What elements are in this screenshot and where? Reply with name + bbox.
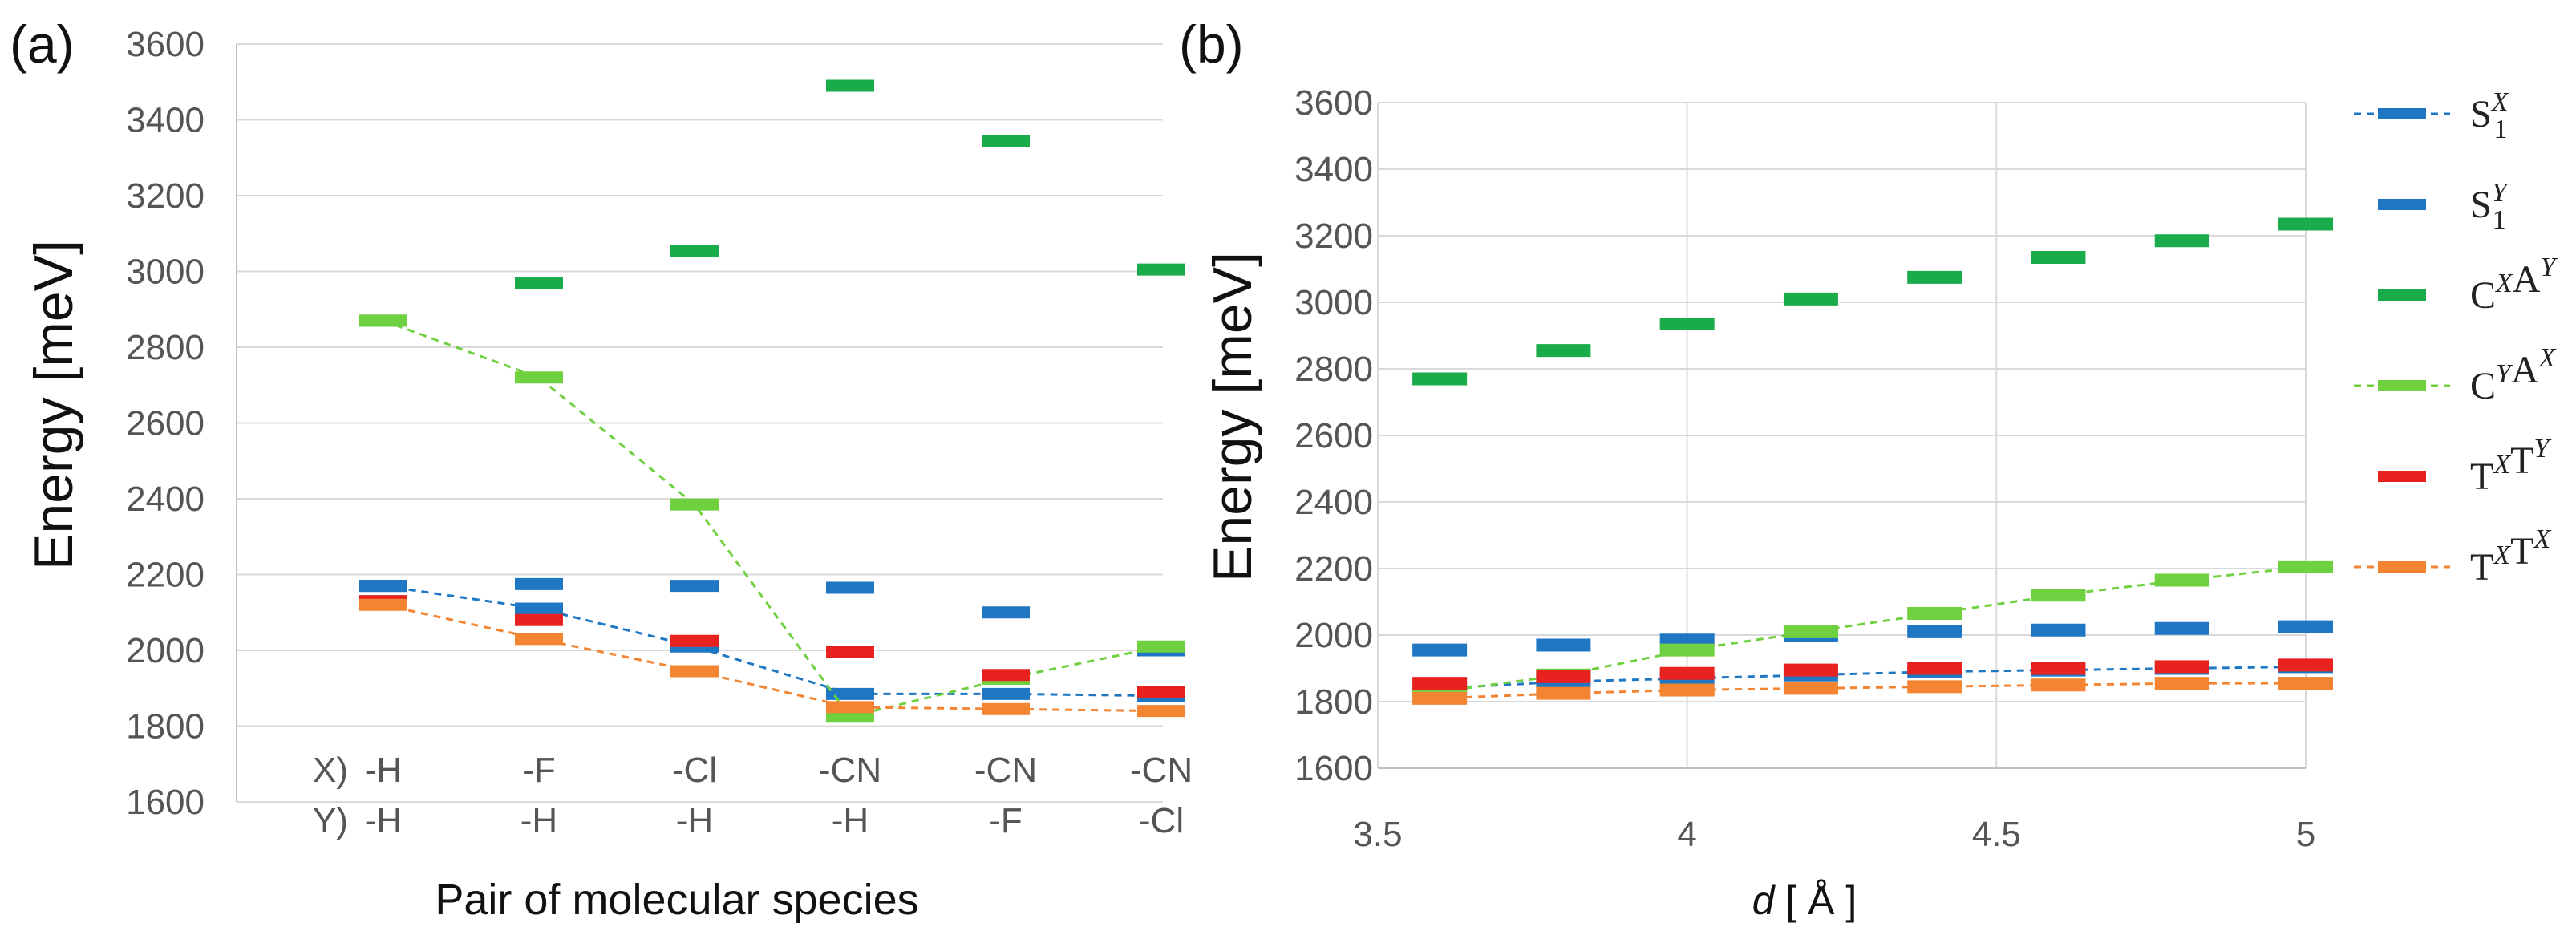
panel-a-y-tick-label: 2600 [126, 404, 205, 443]
legend-item-S1Y: SY 1 [2378, 178, 2509, 235]
legend-label: TXTX [2470, 524, 2551, 589]
panel-a-category-x-label: -CN [1130, 751, 1193, 790]
panel-a-y-tick-label: 1600 [126, 783, 205, 822]
panel-b-x-tick-label: 5 [2296, 815, 2315, 854]
panel-a-y-tick-label: 2800 [126, 328, 205, 367]
panel-b-x-axis-var: d [1752, 878, 1776, 923]
panel-a-x-categories: X) Y) -H -H -F -H -Cl -H -CN -H -CN -F -CN -Cl [313, 751, 1193, 840]
panel-a-y-tick-label: 3200 [126, 176, 205, 216]
panel-a-energy-vs-species: (a) 1600 1800 2000 2200 2400 2600 2800 3000 3200… [10, 14, 1193, 924]
panel-b-y-tick-label: 3000 [1294, 283, 1373, 322]
panel-b-x-tick-label: 4 [1677, 815, 1696, 854]
panel-a-row-label-x: X) [313, 751, 348, 790]
panel-a-category-y-label: -H [365, 801, 402, 840]
panel-b-y-tick-label: 3600 [1294, 83, 1373, 123]
panel-b-y-ticks: 1600 1800 2000 2200 2400 2600 2800 3000 3200 3400… [1294, 83, 1373, 788]
legend-label: TXTY [2470, 434, 2551, 498]
panel-a-category-y-label: -H [832, 801, 869, 840]
panel-b-x-ticks: 3.5 4 4.5 5 [1353, 815, 2315, 854]
legend-label: SY 1 [2470, 178, 2509, 235]
panel-a-label: (a) [10, 14, 75, 74]
panel-b-y-tick-label: 1600 [1294, 749, 1373, 788]
panel-a-category-x-label: -F [522, 751, 556, 790]
legend-item-TXTX: TXTX [2354, 524, 2551, 589]
panel-b-y-tick-label: 2400 [1294, 483, 1373, 522]
panel-a-y-tick-label: 3600 [126, 25, 205, 64]
panel-a-y-tick-label: 1800 [126, 707, 205, 747]
panel-a-y-ticks: 1600 1800 2000 2200 2400 2600 2800 3000 3200 3400… [126, 25, 205, 822]
panel-b-y-tick-label: 2200 [1294, 549, 1373, 589]
panel-a-y-tick-label: 2400 [126, 480, 205, 519]
panel-a-y-tick-label: 3400 [126, 101, 205, 140]
panel-a-y-tick-label: 2000 [126, 631, 205, 670]
legend-item-CXAY: CXAY [2378, 253, 2558, 317]
panel-a-y-tick-label: 3000 [126, 253, 205, 292]
panel-b-y-tick-label: 2000 [1294, 616, 1373, 655]
legend-item-S1X: SX 1 [2354, 87, 2509, 144]
panel-a-series-CYAX [359, 314, 1185, 723]
legend-label: CYAX [2470, 343, 2557, 407]
panel-a-series-S1X [359, 580, 1185, 702]
panel-b-y-tick-label: 2800 [1294, 350, 1373, 389]
panel-a-category-x-label: -CN [819, 751, 881, 790]
panel-b-x-tick-label: 4.5 [1972, 815, 2021, 854]
panel-b-label: (b) [1179, 14, 1244, 74]
panel-b-energy-vs-distance: (b) 1600 1800 2000 2200 2400 2600 2800 3000 3200… [1179, 14, 2333, 923]
panel-b-x-axis-unit: [ Å ] [1775, 878, 1857, 923]
panel-b-y-tick-label: 1800 [1294, 682, 1373, 722]
panel-b-series-TXTX [1412, 677, 2333, 705]
panel-a-series [359, 79, 1185, 723]
legend-label: CXAY [2470, 253, 2558, 317]
legend-item-TXTY: TXTY [2378, 434, 2551, 498]
panel-a-row-label-y: Y) [313, 801, 348, 840]
panel-b-y-tick-label: 2600 [1294, 416, 1373, 455]
panel-a-series-TXTX [359, 598, 1185, 718]
panel-a-series-line [383, 603, 1162, 713]
panel-a-series-TXTY [359, 595, 1185, 698]
panel-b-y-tick-label: 3200 [1294, 217, 1373, 256]
panel-a-category-x-label: -H [365, 751, 402, 790]
legend-label: SX 1 [2470, 87, 2509, 144]
legend: SX 1 SY 1 CXAY CYAX TXTY TXTX [2354, 87, 2558, 589]
panel-b-gridlines [1377, 102, 2307, 769]
panel-a-series-line [383, 319, 1162, 718]
panel-b-y-tick-label: 3400 [1294, 150, 1373, 189]
panel-a-y-tick-label: 2200 [126, 556, 205, 595]
panel-a-category-x-label: -CN [974, 751, 1037, 790]
panel-b-x-tick-label: 3.5 [1353, 815, 1402, 854]
panel-a-category-x-label: -Cl [672, 751, 717, 790]
panel-a-category-y-label: -F [989, 801, 1023, 840]
panel-a-category-y-label: -H [520, 801, 557, 840]
panel-a-series-CXAY [359, 79, 1185, 327]
panel-b-series-CXAY [1412, 217, 2333, 386]
panel-a-series-S1Y [359, 577, 1185, 657]
panel-b-y-axis-title: Energy [meV] [1202, 252, 1263, 582]
panel-a-category-y-label: -H [676, 801, 713, 840]
panel-a-series-line [383, 585, 1162, 698]
panel-a-x-axis-title: Pair of molecular species [435, 876, 918, 924]
panel-a-y-axis-title: Energy [meV] [23, 240, 84, 570]
legend-item-CYAX: CYAX [2354, 343, 2557, 407]
panel-b-series-TXTY [1412, 658, 2333, 690]
panel-b-x-axis-title: d [ Å ] [1752, 878, 1857, 923]
panel-b-series [1412, 217, 2333, 705]
panel-b-series-S1Y [1412, 620, 2333, 657]
panel-a-category-y-label: -Cl [1139, 801, 1184, 840]
